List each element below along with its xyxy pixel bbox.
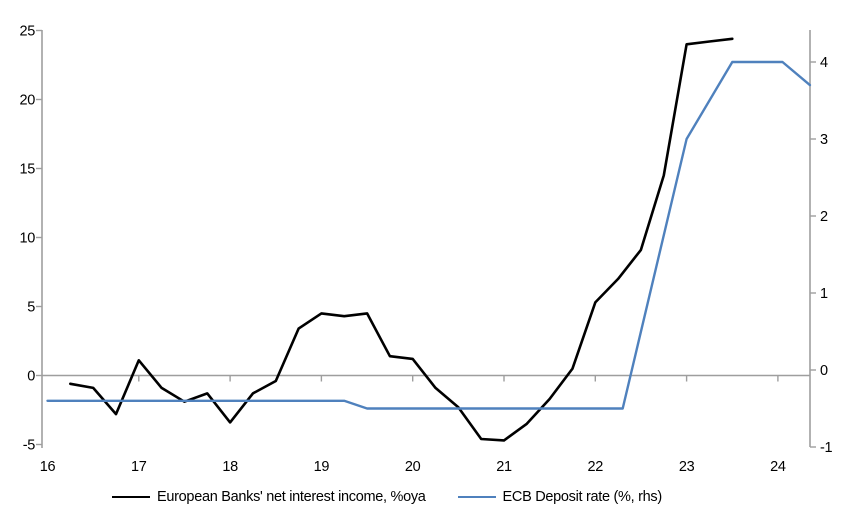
right-axis-tick-label: 4 (820, 55, 828, 71)
legend-item-net-interest-income: European Banks' net interest income, %oy… (112, 489, 426, 505)
x-axis-tick-label: 16 (40, 459, 56, 475)
series-line-1 (46, 60, 812, 410)
x-axis-tick-label: 22 (588, 459, 604, 475)
x-axis-tick-label: 19 (314, 459, 330, 475)
right-axis-tick-label: 0 (820, 363, 828, 379)
left-axis-tick-label: 5 (27, 300, 35, 316)
left-axis-tick-label: 25 (19, 24, 35, 40)
x-axis-tick-label: 18 (222, 459, 238, 475)
left-axis-tick-label: -5 (23, 438, 36, 454)
ecb-line-swatch (457, 496, 496, 498)
x-axis-tick-label: 20 (405, 459, 421, 475)
legend-item-ecb-deposit-rate: ECB Deposit rate (%, rhs) (457, 489, 663, 505)
left-axis-tick-label: 15 (19, 162, 35, 178)
x-axis-tick-label: 21 (496, 459, 512, 475)
x-axis: 16 17 18 19 20 21 22 23 24 (40, 374, 810, 475)
right-axis-tick-label: 2 (820, 209, 828, 225)
x-axis-tick-label: 23 (679, 459, 695, 475)
left-axis: 25 20 15 10 5 0 -5 (19, 24, 43, 454)
x-axis-tick-label: 24 (770, 459, 786, 475)
x-axis-tick-label: 17 (131, 459, 147, 475)
right-axis-tick-label: -1 (820, 440, 833, 456)
legend-label-net-interest-income: European Banks' net interest income, %oy… (157, 489, 426, 505)
left-axis-tick-label: 0 (27, 369, 35, 385)
legend-label-ecb-deposit-rate: ECB Deposit rate (%, rhs) (502, 489, 663, 505)
right-axis: 4 3 2 1 0 -1 (809, 30, 833, 456)
legend: European Banks' net interest income, %oy… (112, 489, 662, 505)
right-axis-tick-label: 1 (820, 286, 828, 302)
right-axis-tick-label: 3 (820, 132, 828, 148)
left-axis-tick-label: 20 (19, 93, 35, 109)
nii-line-swatch (112, 496, 150, 498)
series-line-0 (69, 37, 734, 442)
series-lines (46, 37, 812, 442)
left-axis-tick-label: 10 (19, 231, 35, 247)
